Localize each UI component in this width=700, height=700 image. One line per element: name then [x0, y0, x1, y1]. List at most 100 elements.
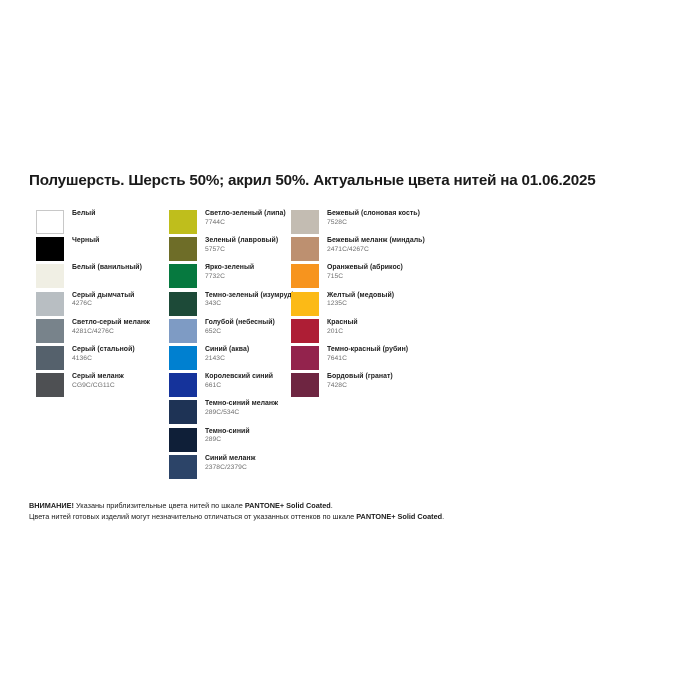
color-swatch-row: Серый (стальной) 4136C — [36, 345, 150, 373]
color-swatch — [169, 264, 197, 289]
swatch-pantone-code: 7528C — [327, 218, 347, 226]
color-swatch-row: Голубой (небесный) 652C — [169, 318, 294, 346]
color-swatch — [36, 318, 64, 343]
swatch-pantone-code: 7732C — [205, 273, 225, 281]
color-swatch — [36, 291, 64, 316]
color-swatch — [169, 373, 197, 398]
color-swatch-row: Бордовый (гранат) 7428C — [291, 373, 425, 400]
swatch-labels: Оранжевый (абрикос) 715C — [327, 264, 403, 280]
swatch-name: Темно-красный (рубин) — [327, 345, 409, 353]
swatch-name: Оранжевый (абрикос) — [327, 264, 403, 272]
color-swatch — [36, 210, 64, 234]
color-swatch — [169, 291, 197, 316]
color-swatch-row: Ярко-зеленый 7732C — [169, 264, 294, 291]
color-swatch-row: Зеленый (лавровый) 5757C — [169, 237, 294, 264]
swatch-labels: Желтый (медовый) 1235C — [327, 292, 394, 308]
swatch-pantone-code: 2471C/4267C — [327, 246, 369, 253]
swatch-name: Голубой (небесный) — [205, 318, 275, 326]
swatch-pantone-code: 715C — [327, 273, 344, 281]
footer-disclaimer: ВНИМАНИЕ! Указаны приблизительные цвета … — [29, 500, 669, 523]
color-swatch-row: Синий меланж 2378C/2379C — [169, 454, 294, 482]
swatch-name: Желтый (медовый) — [327, 291, 395, 299]
attention-label: ВНИМАНИЕ! — [29, 501, 74, 510]
color-swatch-row: Серый меланж CG9C/CG11C — [36, 373, 150, 400]
color-swatch-row: Синий (аква) 2143C — [169, 345, 294, 373]
color-swatch-row: Темно-красный (рубин) 7641C — [291, 345, 425, 373]
color-swatch — [169, 237, 197, 262]
color-swatch — [169, 318, 197, 343]
swatch-name: Красный — [327, 318, 358, 326]
color-swatch — [291, 237, 319, 262]
swatch-pantone-code: 2378C/2379C — [205, 463, 247, 471]
color-swatch-row: Королевский синий 661C — [169, 373, 294, 400]
color-swatch — [291, 345, 319, 370]
swatch-labels: Синий меланж 2378C/2379C — [205, 455, 256, 471]
color-swatch — [291, 318, 319, 343]
swatch-labels: Светло-серый меланж 4281C/4276C — [72, 319, 150, 335]
swatch-name: Серый (стальной) — [72, 345, 135, 353]
color-swatch — [291, 291, 319, 316]
swatch-labels: Темно-синий меланж 289C/534C — [205, 400, 278, 416]
swatch-labels: Королевский синий 661C — [205, 373, 273, 389]
color-swatch-row: Оранжевый (абрикос) 715C — [291, 264, 425, 291]
swatch-name: Серый меланж — [72, 373, 124, 381]
color-swatch — [169, 427, 197, 452]
color-swatch-row: Светло-серый меланж 4281C/4276C — [36, 318, 150, 346]
color-swatch-row: Белый (ванильный) — [36, 264, 150, 291]
swatch-pantone-code: 7428C — [327, 381, 347, 389]
swatch-name: Синий (аква) — [205, 345, 250, 353]
color-swatch-row: Желтый (медовый) 1235C — [291, 291, 425, 319]
swatch-column-left: Белый Черный Белый (ванильный) Серый дымчат… — [36, 210, 150, 400]
swatch-name: Темно-синий — [205, 427, 250, 435]
footer-line-1-text: Указаны приблизительные цвета нитей по ш… — [73, 501, 245, 510]
swatch-labels: Бордовый (гранат) 7428C — [327, 373, 393, 389]
color-swatch-row: Бежевый меланж (миндаль) 2471C/4267C — [291, 237, 425, 264]
footer-line-2-text: Цвета нитей готовых изделий могут незнач… — [29, 512, 357, 522]
swatch-pantone-code: 4281C/4276C — [72, 327, 114, 335]
swatch-pantone-code: 652C — [205, 327, 222, 335]
swatch-name: Зеленый (лавровый) — [205, 237, 279, 245]
swatch-labels: Черный — [72, 237, 99, 244]
swatch-labels: Серый (стальной) 4136C — [72, 346, 135, 362]
color-swatch-row: Темно-зеленый (изумруд) 343C — [169, 291, 294, 319]
color-swatch-row: Темно-синий 289C — [169, 427, 294, 455]
swatch-labels: Ярко-зеленый 7732C — [205, 264, 254, 280]
swatch-pantone-code: 289C/534C — [205, 409, 240, 417]
swatch-labels: Бежевый (слоновая кость) 7528C — [327, 210, 420, 226]
color-swatch-row: Красный 201C — [291, 318, 425, 346]
footer-line-2-end: . — [442, 512, 445, 522]
footer-line-1-brand: PANTONE+ Solid Coated — [244, 501, 331, 510]
swatch-pantone-code: 4136C — [72, 354, 92, 362]
swatch-pantone-code: 5757C — [205, 246, 225, 253]
swatch-column-right: Бежевый (слоновая кость) 7528C Бежевый мел… — [291, 210, 425, 400]
swatch-labels: Темно-зеленый (изумруд) 343C — [205, 292, 294, 308]
footer-line-2-brand: PANTONE+ Solid Coated — [356, 512, 443, 522]
swatch-name: Серый дымчатый — [72, 291, 135, 299]
swatch-name: Светло-зеленый (липа) — [205, 210, 286, 217]
color-swatch — [291, 210, 319, 234]
swatch-name: Черный — [72, 237, 100, 245]
color-swatch — [169, 345, 197, 370]
swatch-pantone-code: 4276C — [72, 300, 92, 308]
color-swatch-row: Бежевый (слоновая кость) 7528C — [291, 210, 425, 237]
swatch-pantone-code: 2143C — [205, 354, 225, 362]
swatch-labels: Серый меланж CG9C/CG11C — [72, 373, 124, 389]
page-title: Полушерсть. Шерсть 50%; акрил 50%. Актуа… — [29, 172, 596, 189]
footer-line-1-end: . — [330, 501, 333, 510]
swatch-pantone-code: 201C — [327, 327, 344, 335]
swatch-labels: Темно-красный (рубин) 7641C — [327, 346, 408, 362]
swatch-labels: Белый (ванильный) — [72, 264, 142, 271]
swatch-pantone-code: 289C — [205, 436, 222, 444]
swatch-labels: Зеленый (лавровый) 5757C — [205, 237, 278, 253]
swatch-labels: Белый — [72, 210, 96, 217]
swatch-labels: Красный 201C — [327, 319, 358, 335]
swatch-labels: Темно-синий 289C — [205, 428, 250, 444]
swatch-pantone-code: 1235C — [327, 300, 347, 308]
swatch-labels: Синий (аква) 2143C — [205, 346, 249, 362]
color-swatch — [291, 264, 319, 289]
swatch-pantone-code: 343C — [205, 300, 222, 308]
swatch-name: Белый — [72, 210, 96, 217]
color-swatch — [169, 454, 197, 479]
swatch-name: Ярко-зеленый — [205, 264, 255, 272]
